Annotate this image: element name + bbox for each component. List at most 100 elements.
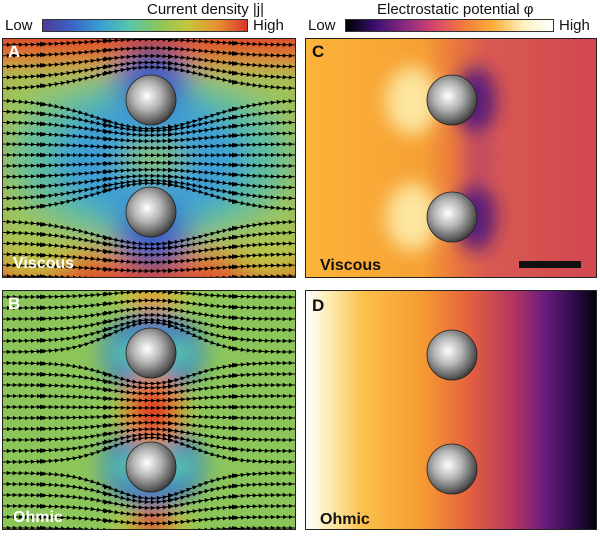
obstacle-disc-top	[426, 74, 478, 126]
streamline-arrowhead	[232, 114, 238, 120]
streamline-arrowhead	[232, 493, 238, 499]
streamline-arrowhead	[40, 514, 46, 520]
potential-colorbar-title: Electrostatic potential φ	[377, 1, 534, 18]
streamline-arrowhead	[168, 145, 174, 151]
streamline-arrowhead	[104, 405, 110, 410]
streamline-arrowhead	[168, 437, 174, 443]
streamline-arrowhead	[168, 152, 174, 158]
streamline-arrowhead	[168, 298, 174, 304]
streamline-arrowhead	[104, 414, 110, 420]
streamline-arrowhead	[40, 121, 46, 127]
streamline-arrowhead	[168, 420, 174, 426]
streamline-arrowhead	[104, 136, 110, 142]
streamline-arrowhead	[232, 362, 238, 368]
potential-low-label: Low	[308, 17, 336, 34]
streamline	[3, 180, 295, 212]
streamline-arrowhead	[232, 483, 238, 489]
streamline-arrowhead	[40, 242, 46, 248]
current-density-colorbar	[42, 19, 248, 32]
obstacle-disc-bottom	[125, 186, 177, 238]
streamline-arrowhead	[232, 133, 238, 138]
streamline	[3, 514, 295, 526]
streamline-arrowhead	[168, 182, 174, 188]
obstacle-disc-bottom	[426, 191, 478, 243]
streamline-arrowhead	[232, 152, 238, 158]
streamline	[3, 404, 295, 411]
streamlines	[3, 291, 295, 529]
streamline	[3, 160, 295, 169]
streamline	[3, 64, 295, 91]
streamline-arrowhead	[40, 503, 46, 509]
streamline-arrowhead	[104, 161, 110, 167]
streamline-arrowhead	[232, 162, 238, 168]
panel-letter: B	[8, 294, 21, 313]
streamline	[3, 525, 295, 529]
streamline-arrowhead	[168, 60, 174, 66]
streamline-arrowhead	[232, 504, 238, 510]
streamline-arrowhead	[232, 274, 238, 277]
streamline-arrowhead	[40, 41, 46, 47]
streamline-arrowhead	[40, 142, 46, 148]
current-density-high-label: High	[253, 17, 284, 34]
streamline	[3, 273, 295, 277]
streamline-arrowhead	[104, 152, 110, 158]
streamline-arrowhead	[40, 101, 46, 107]
streamline	[3, 413, 295, 421]
streamline-arrowhead	[104, 528, 107, 529]
streamline	[3, 291, 295, 300]
streamline-arrowhead	[104, 70, 110, 76]
streamline	[3, 131, 295, 144]
panel-b-ohmic-current: B Ohmic	[2, 290, 296, 530]
streamline-arrowhead	[232, 293, 238, 299]
streamline-arrowhead	[104, 396, 110, 401]
streamline-arrowhead	[40, 231, 46, 237]
streamline-arrowhead	[40, 371, 46, 377]
streamline	[3, 252, 295, 265]
streamline-arrowhead	[232, 456, 238, 462]
streamline-arrowhead	[104, 301, 110, 307]
streamline-arrowhead	[168, 323, 174, 329]
streamline-arrowhead	[168, 413, 174, 419]
streamline-arrowhead	[168, 291, 174, 295]
panel-letter: C	[312, 42, 325, 61]
streamline-arrowhead	[40, 152, 46, 158]
streamline-arrowhead	[40, 382, 46, 388]
obstacle-disc-top	[125, 327, 177, 379]
streamline-arrowhead	[232, 373, 238, 378]
streamline-arrowhead	[232, 526, 238, 529]
streamline-arrowhead	[168, 268, 174, 274]
panel-a-viscous-current: A Viscous	[2, 38, 296, 278]
streamline-arrowhead	[232, 123, 238, 129]
streamline	[3, 320, 295, 355]
streamline-arrowhead	[168, 167, 174, 173]
streamline-arrowhead	[104, 499, 110, 505]
panel-letter: D	[312, 296, 325, 315]
streamline-arrowhead	[232, 225, 238, 231]
streamline-arrowhead	[168, 397, 174, 403]
potential-high-label: High	[559, 17, 590, 34]
streamline-arrowhead	[232, 473, 238, 479]
streamline-arrowhead	[104, 144, 110, 150]
streamline-arrowhead	[168, 160, 174, 166]
streamline-arrowhead	[104, 333, 110, 339]
streamline-arrowhead	[104, 446, 110, 452]
streamline-arrowhead	[168, 307, 174, 312]
regime-label: Ohmic	[13, 509, 63, 526]
streamline-arrowhead	[40, 252, 46, 258]
streamline-arrowhead	[232, 404, 238, 410]
streamline-arrowhead	[40, 415, 46, 421]
current-density-low-label: Low	[5, 17, 33, 34]
streamline-arrowhead	[40, 458, 46, 464]
streamline	[3, 393, 295, 403]
streamline-arrowhead	[40, 393, 46, 399]
streamline-arrowhead	[232, 394, 238, 399]
streamline-arrowhead	[232, 40, 238, 46]
obstacle-disc-bottom	[125, 441, 177, 493]
streamline-arrowhead	[232, 346, 238, 352]
streamline-arrowhead	[168, 278, 174, 279]
regime-label: Viscous	[13, 255, 75, 272]
streamline-arrowhead	[168, 405, 174, 411]
panel-d-ohmic-potential: D Ohmic	[305, 290, 597, 530]
streamline-arrowhead	[168, 46, 174, 52]
streamline-arrowhead	[232, 234, 238, 240]
